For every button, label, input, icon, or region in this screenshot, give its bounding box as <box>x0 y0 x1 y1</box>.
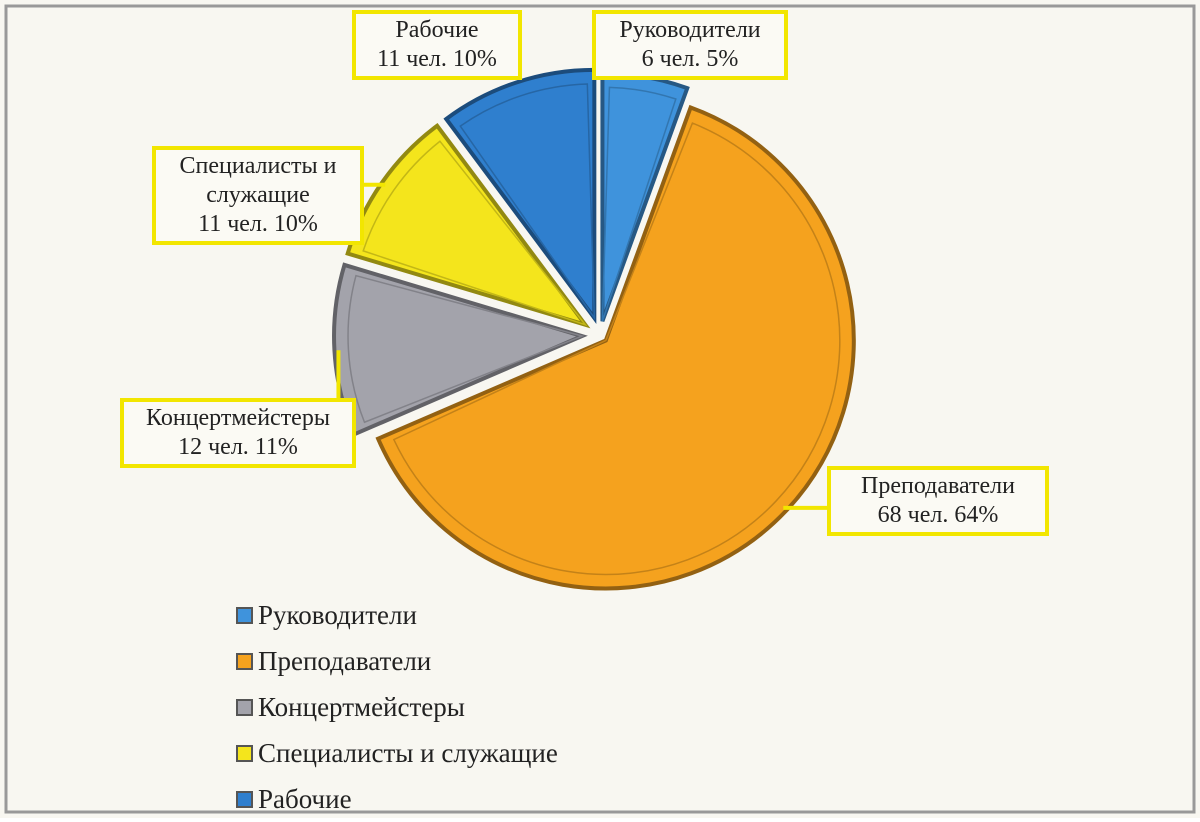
legend-swatch <box>236 606 253 624</box>
legend-swatch <box>236 698 253 716</box>
label-value: 68 чел. 64% <box>877 502 999 528</box>
legend-item: Специалисты и служащие <box>236 730 558 776</box>
label-value: 11 чел. 10% <box>377 46 497 72</box>
legend-label: Концертмейстеры <box>258 691 465 722</box>
pie-slice <box>443 67 597 324</box>
legend-swatch <box>236 652 253 670</box>
legend-label: Специалисты и служащие <box>258 737 558 768</box>
data-label: Концертмейстеры 12 чел. 11% <box>120 398 356 468</box>
slice-bevel <box>601 86 677 322</box>
legend-item: Рабочие <box>236 776 558 822</box>
label-name: Рабочие <box>395 17 479 43</box>
legend-item: Преподаватели <box>236 638 558 684</box>
legend-label: Рабочие <box>258 783 352 814</box>
slice-bevel <box>392 122 841 576</box>
data-label: Специалисты и служащие 11 чел. 10% <box>152 146 364 245</box>
data-label: Преподаватели 68 чел. 64% <box>827 466 1049 536</box>
label-value: 6 чел. 5% <box>641 46 739 72</box>
slice-bevel <box>347 274 585 424</box>
legend-swatch <box>236 790 253 808</box>
pie-slice <box>375 104 856 591</box>
slice-bevel <box>459 83 596 321</box>
legend-item: Руководители <box>236 592 558 638</box>
label-name: Специалисты и служащие <box>179 153 337 208</box>
label-name: Преподаватели <box>860 473 1015 499</box>
frame <box>4 4 1196 814</box>
label-name: Концертмейстеры <box>146 405 330 431</box>
legend-item: Концертмейстеры <box>236 684 558 730</box>
label-name: Руководители <box>619 17 761 43</box>
legend: Руководители Преподаватели Концертмейстеры… <box>236 592 558 822</box>
slice-bevel <box>362 140 588 327</box>
legend-label: Преподаватели <box>258 645 432 676</box>
label-value: 12 чел. 11% <box>178 434 298 460</box>
label-value: 11 чел. 10% <box>198 211 318 237</box>
data-label: Руководители 6 чел. 5% <box>592 10 788 80</box>
legend-label: Руководители <box>258 599 417 630</box>
legend-swatch <box>236 744 253 762</box>
data-label: Рабочие 11 чел. 10% <box>352 10 522 80</box>
